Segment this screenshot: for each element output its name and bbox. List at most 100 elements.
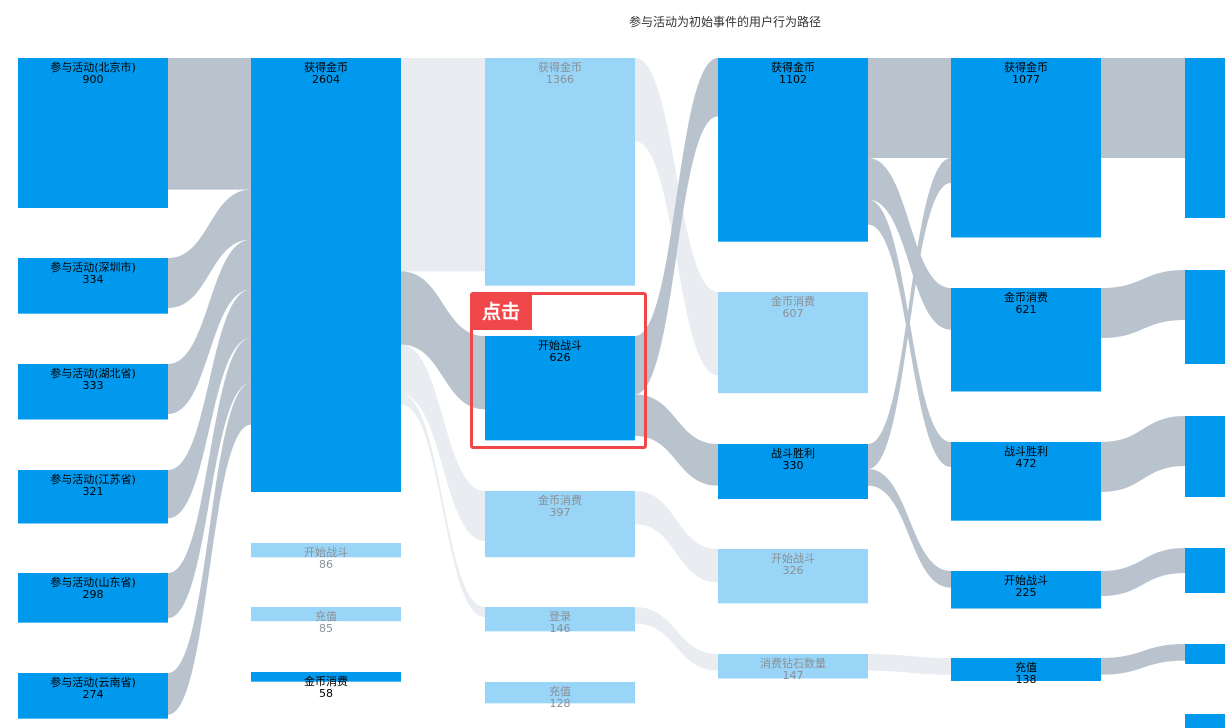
node-value: 298 [83,588,104,601]
node-0-0[interactable]: 参与活动(北京市)900 [18,58,168,208]
flow-link[interactable] [868,158,951,330]
flow-link[interactable] [168,338,251,618]
flow-link[interactable] [868,158,951,469]
node-bar[interactable] [18,573,168,623]
node-bar[interactable] [485,682,635,704]
node-bar[interactable] [485,336,635,441]
node-bar[interactable] [251,58,401,492]
node-bar[interactable] [485,58,635,286]
node-bar[interactable] [18,364,168,420]
node-bar[interactable] [718,58,868,242]
node-partial[interactable] [1185,416,1225,497]
flow-link[interactable] [868,199,951,467]
node-value: 147 [783,669,804,682]
node-bar[interactable] [485,607,635,632]
node-0-5[interactable]: 参与活动(云南省)274 [18,673,168,719]
node-value: 138 [1016,673,1037,686]
node-name: 参与活动(北京市) [50,60,136,74]
flow-link[interactable] [168,289,251,519]
flow-link[interactable] [401,394,485,617]
flow-link[interactable] [401,58,485,272]
node-bar[interactable] [18,258,168,314]
node-bar[interactable] [951,58,1101,238]
node-name: 充值 [1015,660,1037,674]
node-bar[interactable] [718,549,868,604]
node-0-2[interactable]: 参与活动(湖北省)333 [18,364,168,420]
flow-link[interactable] [168,383,251,715]
flow-link[interactable] [635,491,718,583]
node-value: 621 [1016,303,1037,316]
node-name: 参与活动(山东省) [50,575,136,589]
node-bar[interactable] [251,607,401,622]
node-0-3[interactable]: 参与活动(江苏省)321 [18,470,168,524]
flow-link[interactable] [635,607,718,671]
node-name: 参与活动(云南省) [50,675,136,689]
node-bar[interactable] [718,444,868,499]
flow-link[interactable] [635,58,718,395]
node-bar[interactable] [18,58,168,208]
node-bar[interactable] [251,543,401,558]
node-partial[interactable] [1185,548,1225,593]
node-bar[interactable] [951,442,1101,521]
node-bar[interactable] [951,288,1101,392]
node-value: 900 [83,73,104,86]
flow-link[interactable] [168,58,251,190]
flow-link[interactable] [401,271,485,410]
flow-link[interactable] [1101,644,1185,675]
flow-link[interactable] [868,469,951,588]
node-name: 获得金币 [771,60,815,74]
flow-link[interactable] [635,394,718,486]
flow-link[interactable] [1101,548,1185,596]
flow-link[interactable] [1101,416,1185,492]
node-bar[interactable] [251,672,401,682]
node-value: 128 [550,697,571,710]
flow-link[interactable] [401,344,485,541]
node-partial[interactable] [1185,644,1225,664]
node-bar[interactable] [718,292,868,394]
flow-link[interactable] [168,239,251,414]
node-partial[interactable] [1185,58,1225,218]
node-name: 充值 [315,609,337,623]
flow-link[interactable] [168,189,251,308]
node-value: 225 [1016,586,1037,599]
node-value: 330 [783,459,804,472]
node-0-1[interactable]: 参与活动(深圳市)334 [18,258,168,314]
node-bar[interactable] [485,491,635,558]
node-partial[interactable] [1185,714,1225,728]
node-bar[interactable] [951,658,1101,681]
node-bar[interactable] [718,654,868,679]
node-value: 2604 [312,73,340,86]
node-bar[interactable] [18,470,168,524]
flow-link[interactable] [1101,270,1185,338]
node-bar[interactable] [951,571,1101,609]
flow-link[interactable] [868,58,951,158]
flow-link[interactable] [1101,58,1185,158]
node-bar[interactable] [18,673,168,719]
node-partial[interactable] [1185,270,1225,364]
node-name: 开始战斗 [771,551,815,565]
node-0-4[interactable]: 参与活动(山东省)298 [18,573,168,623]
node-name: 金币消费 [1004,290,1048,304]
flow-link[interactable] [868,654,951,675]
diagram-title: 参与活动为初始事件的用户行为路径 [628,15,821,29]
